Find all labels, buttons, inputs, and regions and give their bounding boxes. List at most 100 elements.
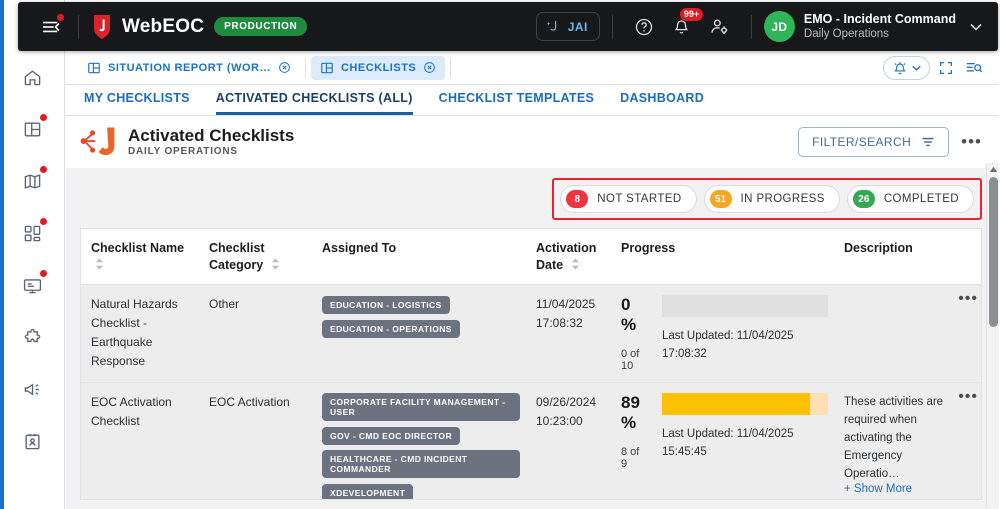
dashboard-grid-icon [24,225,40,241]
cell-checklist-name: EOC Activation Checklist [81,382,199,499]
status-filter-in-progress[interactable]: 51 IN PROGRESS [703,185,840,213]
tab-my-checklists[interactable]: MY CHECKLISTS [84,91,190,105]
org-dropdown-button[interactable] [970,18,982,36]
page-title-block: Activated Checklists DAILY OPERATIONS [128,126,294,159]
sidebar-item-alerts[interactable] [17,374,47,404]
sidebar-item-contacts[interactable] [17,426,47,456]
org-context[interactable]: EMO - Incident Command Daily Operations [804,12,956,42]
header-divider-1 [78,14,79,39]
window-tab-checklists[interactable]: CHECKLISTS [310,55,446,80]
checklists-table: Checklist Name Checklist Category Assign… [81,229,981,499]
chevron-down-icon [912,65,921,71]
progress-bar-fill [662,393,810,415]
jai-assistant-button[interactable]: JAI [535,12,600,41]
progress-count: 0 of 10 [621,348,640,372]
assignee-tag: XDEVELOPMENT [322,484,414,499]
cell-checklist-category: Other [199,284,312,383]
cell-description: These activities are required when activ… [834,382,981,499]
checklists-table-card: Checklist Name Checklist Category Assign… [80,228,982,500]
filter-icon [922,137,934,147]
hamburger-collapse-icon [43,21,60,32]
panel-icon [321,62,333,73]
checklist-name: Natural Hazards Checklist - Earthquake R… [91,297,178,368]
activation-date: 11/04/2025 [536,297,596,311]
maps-badge-dot [40,166,47,173]
column-header-checklist-category[interactable]: Checklist Category [199,229,312,285]
tab-checklist-templates[interactable]: CHECKLIST TEMPLATES [438,91,595,105]
cell-progress: 89 % 8 of 9 Last Updated: 11/04/2025 15:… [611,382,834,499]
progress-bar-track [662,295,828,317]
page-title: Activated Checklists [128,125,295,145]
sidebar-item-display[interactable] [17,270,47,300]
tab-dashboard[interactable]: DASHBOARD [620,91,705,105]
window-tab-label: SITUATION REPORT (WOR… [108,61,271,74]
column-label: Checklist Name [91,241,185,255]
fullscreen-button[interactable] [934,56,958,80]
column-label: Activation Date [536,241,597,272]
sidebar-item-maps[interactable] [17,166,47,196]
column-header-progress[interactable]: Progress [611,229,834,285]
search-list-button[interactable] [962,56,986,80]
row-more-actions-button[interactable]: ••• [958,290,978,307]
activation-time: 10:23:00 [536,414,583,428]
page-header: Activated Checklists DAILY OPERATIONS FI… [66,116,998,168]
sidebar-item-plugins[interactable] [17,322,47,352]
status-count-badge: 8 [566,190,589,208]
last-updated: Last Updated: 11/04/2025 17:08:32 [662,330,794,360]
alarm-dropdown-button[interactable] [883,55,930,80]
org-position: Daily Operations [803,27,889,40]
show-more-link[interactable]: + Show More [844,483,913,495]
org-name: EMO - Incident Command [803,11,956,26]
megaphone-icon [24,382,39,396]
sort-arrows-icon [96,258,103,270]
header-divider-3 [750,14,752,39]
table-row[interactable]: Natural Hazards Checklist - Earthquake R… [81,284,981,383]
notifications-button[interactable]: 99+ [669,7,704,40]
scroll-up-button[interactable] [987,163,1000,175]
column-header-assigned-to[interactable]: Assigned To [312,229,526,285]
cell-activation-date: 09/26/2024 10:23:00 [526,382,611,499]
tab-activated-checklists[interactable]: ACTIVATED CHECKLISTS (ALL) [215,91,413,115]
assignee-tag: CORPORATE FACILITY MANAGEMENT - USER [322,393,520,421]
sidebar-item-boards[interactable] [17,114,47,144]
progress-bar-track [662,393,828,415]
left-sidebar [0,0,65,509]
menu-toggle-button[interactable] [36,13,66,39]
environment-badge: PRODUCTION [214,17,308,36]
sidebar-item-home[interactable] [17,62,47,92]
table-row[interactable]: EOC Activation Checklist EOC Activation … [81,382,981,499]
home-icon [24,69,40,85]
section-tab-bar: MY CHECKLISTS ACTIVATED CHECKLISTS (ALL)… [66,85,998,116]
column-header-activation-date[interactable]: Activation Date [526,229,611,285]
avatar[interactable]: JD [763,11,795,42]
alarm-bell-icon [894,61,906,74]
status-filter-completed[interactable]: 26 COMPLETED [846,185,974,213]
checklist-category: Other [209,297,240,311]
help-button[interactable] [631,14,657,40]
page-more-actions-button[interactable]: ••• [961,132,982,151]
filter-search-button[interactable]: FILTER/SEARCH [798,127,950,157]
scrollbar-thumb[interactable] [989,177,998,327]
close-icon[interactable] [423,61,436,74]
window-tab-strip: SITUATION REPORT (WOR… CHECKLISTS [66,51,998,85]
display-monitor-icon [23,278,41,293]
map-icon [24,173,40,189]
progress-percent: 89 % [621,393,640,432]
progress-percent: 0 % [621,295,637,334]
column-header-description[interactable]: Description [834,229,981,285]
column-label: Checklist Category [209,241,265,272]
page-scrollbar[interactable] [986,163,999,508]
close-icon[interactable] [278,61,291,74]
column-label: Description [844,241,913,255]
filter-search-label: FILTER/SEARCH [812,135,912,149]
header-divider-2 [611,14,613,39]
sidebar-item-dashboards[interactable] [17,218,47,248]
brand-name: WebEOC [122,15,205,37]
window-tab-situation-report[interactable]: SITUATION REPORT (WOR… [78,56,300,80]
column-header-checklist-name[interactable]: Checklist Name [81,229,199,285]
user-settings-button[interactable] [707,14,733,40]
status-filter-not-started[interactable]: 8 NOT STARTED [560,185,697,213]
puzzle-piece-icon [24,328,40,342]
status-count-badge: 51 [709,190,732,208]
row-more-actions-button[interactable]: ••• [958,388,978,405]
